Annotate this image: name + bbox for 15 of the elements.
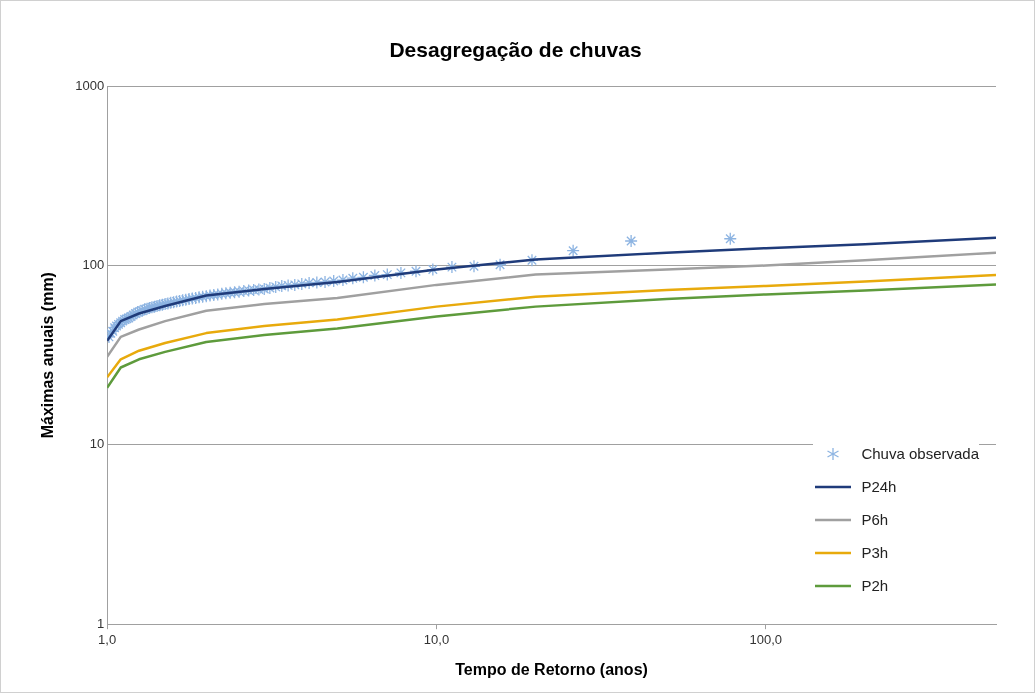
legend-label: P2h — [861, 577, 889, 594]
x-tick-label: 10,0 — [423, 631, 450, 647]
y-tick-label: 1000 — [75, 77, 105, 93]
y-tick-label: 100 — [82, 257, 105, 273]
legend-label: P6h — [861, 511, 889, 528]
y-tick-label: 1 — [96, 615, 105, 631]
legend-label: P3h — [861, 544, 889, 561]
chart-title: Desagregação de chuvas — [389, 38, 642, 62]
x-tick-label: 100,0 — [749, 631, 783, 647]
y-tick-label: 10 — [89, 436, 105, 452]
legend-label: P24h — [861, 478, 897, 495]
x-tick-label: 1,0 — [98, 631, 117, 647]
x-axis-title: Tempo de Retorno (anos) — [455, 660, 648, 678]
legend-label: Chuva observada — [861, 445, 979, 462]
y-axis-title: Máximas anuais (mm) — [39, 272, 57, 439]
